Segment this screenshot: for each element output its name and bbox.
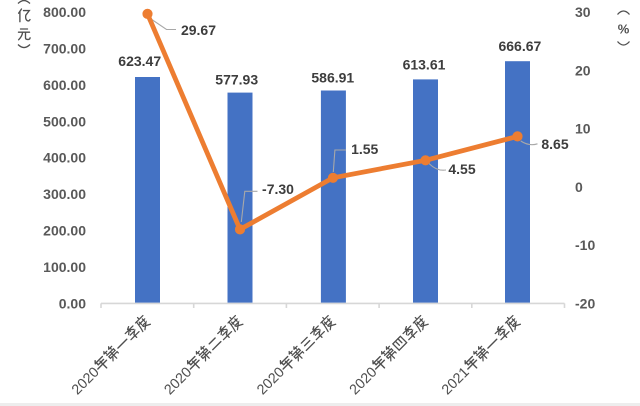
svg-text:600.00: 600.00	[43, 77, 86, 93]
svg-text:20: 20	[575, 62, 591, 78]
svg-text:666.67: 666.67	[498, 38, 541, 54]
svg-text:100.00: 100.00	[43, 259, 86, 275]
svg-text:613.61: 613.61	[403, 57, 446, 73]
svg-text:500.00: 500.00	[43, 113, 86, 129]
svg-text:400.00: 400.00	[43, 150, 86, 166]
svg-text:4.55: 4.55	[448, 161, 475, 177]
svg-text:0.00: 0.00	[59, 295, 86, 311]
svg-text:200.00: 200.00	[43, 223, 86, 239]
svg-text:30: 30	[575, 4, 591, 20]
svg-text:-7.30: -7.30	[262, 181, 294, 197]
svg-text:586.91: 586.91	[311, 69, 354, 85]
svg-text:300.00: 300.00	[43, 186, 86, 202]
svg-text:0: 0	[575, 179, 583, 195]
svg-text:577.93: 577.93	[215, 72, 258, 88]
svg-text:%: %	[618, 22, 630, 37]
svg-text:623.47: 623.47	[118, 53, 161, 69]
svg-text:-10: -10	[575, 237, 595, 253]
svg-text:10: 10	[575, 121, 591, 137]
svg-text:-20: -20	[575, 295, 595, 311]
svg-text:700.00: 700.00	[43, 40, 86, 56]
svg-text:8.65: 8.65	[541, 136, 568, 152]
svg-text:1.55: 1.55	[351, 141, 378, 157]
svg-text:800.00: 800.00	[43, 4, 86, 20]
svg-text:29.67: 29.67	[181, 22, 216, 38]
